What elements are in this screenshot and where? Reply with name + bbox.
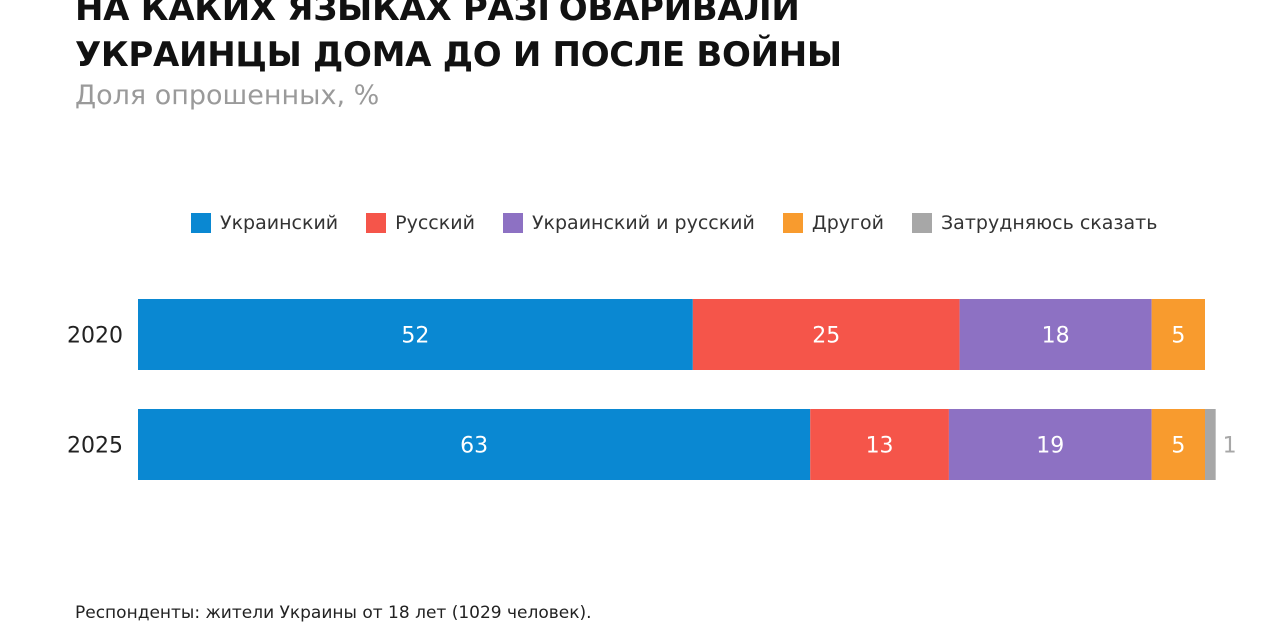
legend-label-undecided: Затрудняюсь сказать — [941, 212, 1158, 234]
data-label-2020-ukrainian: 52 — [401, 324, 429, 349]
chart-footnote: Респонденты: жители Украины от 18 лет (1… — [75, 603, 592, 623]
legend-item-undecided: Затрудняюсь сказать — [912, 212, 1157, 234]
bar-2020-russian — [692, 299, 960, 370]
legend-label-ukrainian: Украинский — [220, 212, 339, 234]
chart-subtitle: Доля опрошенных, % — [75, 80, 380, 111]
legend-swatch-other — [782, 213, 803, 233]
chart-legend: Украинский Русский Украинский и русский … — [191, 212, 1185, 234]
chart-title-line-2: УКРАИНЦЫ ДОМА ДО И ПОСЛЕ ВОЙНЫ — [75, 35, 842, 75]
legend-swatch-ukrainian-and-russian — [502, 213, 523, 233]
data-label-2025-ukrainian-and-russian: 19 — [1036, 434, 1064, 459]
legend-label-other: Другой — [811, 212, 884, 234]
legend-item-other: Другой — [782, 212, 884, 234]
legend-swatch-ukrainian — [191, 213, 211, 233]
bar-2025-ukrainian-and-russian — [948, 409, 1152, 480]
bar-2025-other — [1151, 409, 1205, 480]
bar-2025-russian — [810, 409, 949, 480]
legend-item-ukrainian: Украинский — [191, 212, 338, 234]
data-label-2025-undecided: 1 — [1223, 434, 1237, 459]
bar-2020-other — [1151, 299, 1205, 370]
bar-2020-ukrainian — [138, 299, 693, 370]
data-label-2025-other: 5 — [1171, 434, 1185, 459]
legend-swatch-undecided — [912, 213, 932, 233]
chart-title-line-1: НА КАКИХ ЯЗЫКАХ РАЗГОВАРИВАЛИ — [75, 0, 800, 29]
chart-title: НА КАКИХ ЯЗЫКАХ РАЗГОВАРИВАЛИ УКРАИНЦЫ Д… — [75, 0, 1075, 78]
legend-swatch-russian — [366, 213, 387, 233]
data-label-2020-ukrainian-and-russian: 18 — [1042, 324, 1070, 349]
data-label-2020-russian: 25 — [812, 324, 840, 349]
bar-2025-ukrainian — [138, 409, 811, 480]
bar-2020-ukrainian-and-russian — [959, 299, 1152, 370]
legend-item-ukrainian-and-russian: Украинский и русский — [502, 212, 755, 234]
data-label-2020-other: 5 — [1171, 324, 1185, 349]
category-label-2025: 2025 — [67, 434, 123, 459]
data-label-2025-ukrainian: 63 — [460, 434, 488, 459]
legend-item-russian: Русский — [366, 212, 475, 234]
legend-label-ukrainian-and-russian: Украинский и русский — [531, 212, 755, 234]
category-label-2020: 2020 — [67, 324, 123, 349]
bar-2025-undecided — [1205, 409, 1216, 480]
legend-label-russian: Русский — [395, 212, 475, 234]
data-label-2025-russian: 13 — [866, 434, 894, 459]
